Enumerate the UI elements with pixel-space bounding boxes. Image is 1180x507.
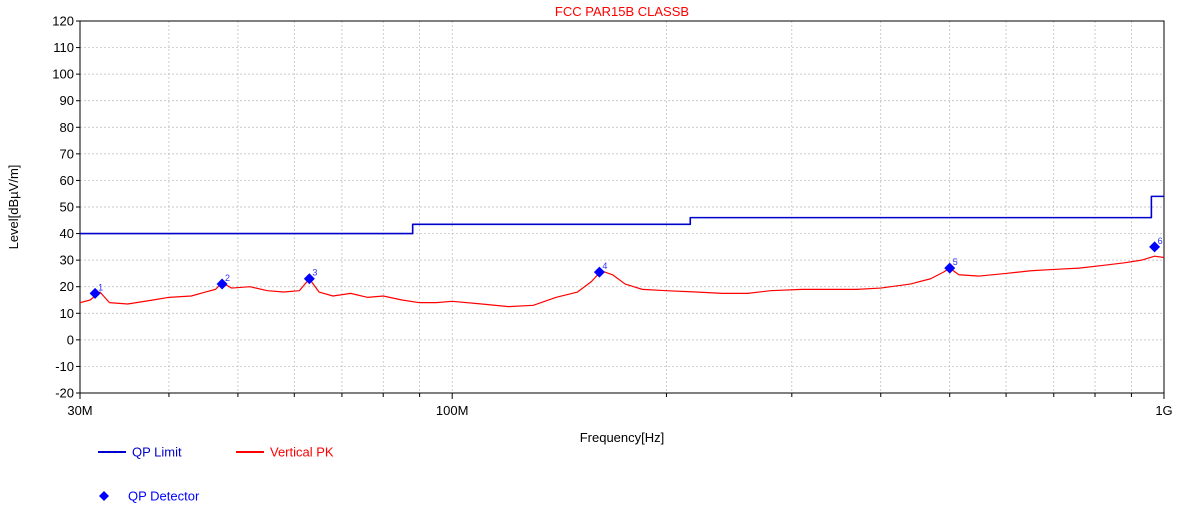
qp-detector-marker-label: 3	[312, 268, 317, 278]
y-tick-label: 100	[52, 67, 74, 82]
y-tick-label: 0	[67, 332, 74, 347]
qp-detector-marker-label: 2	[225, 273, 230, 283]
y-tick-label: -10	[55, 359, 74, 374]
legend-swatch-diamond	[99, 491, 109, 501]
x-tick-label: 100M	[436, 403, 469, 418]
qp-detector-marker	[303, 273, 315, 285]
x-tick-label: 1G	[1155, 403, 1172, 418]
x-axis-ticks: 30M 100M 1G	[67, 393, 1173, 418]
legend: QP Limit Vertical PK QP Detector	[98, 445, 334, 504]
legend-label: Vertical PK	[270, 445, 334, 460]
y-tick-label: 10	[60, 306, 74, 321]
legend-label: QP Detector	[128, 489, 200, 504]
qp-detector-marker	[944, 262, 956, 274]
qp-detector-marker-label: 1	[98, 282, 103, 292]
y-tick-label: 80	[60, 120, 74, 135]
y-tick-label: 60	[60, 173, 74, 188]
y-tick-label: 40	[60, 226, 74, 241]
y-tick-label: 120	[52, 14, 74, 29]
legend-label: QP Limit	[132, 445, 182, 460]
chart-title: FCC PAR15B CLASSB	[555, 4, 689, 19]
qp-detector-marker	[89, 287, 101, 299]
y-tick-label: 20	[60, 279, 74, 294]
vertical-pk-line	[79, 255, 1165, 308]
qp-detector-marker-label: 5	[953, 257, 958, 267]
qp-detector-marker	[216, 278, 228, 290]
x-axis-label: Frequency[Hz]	[580, 430, 665, 445]
qp-detector-markers: 1 2 3 4 5 6	[89, 236, 1163, 299]
grid-lines	[79, 20, 1165, 394]
y-axis-label: Level[dBµV/m]	[6, 165, 21, 250]
qp-detector-marker	[593, 266, 605, 278]
y-tick-label: 30	[60, 253, 74, 268]
y-tick-label: 110	[53, 40, 74, 55]
y-tick-label: 50	[60, 200, 74, 215]
y-tick-label: -20	[55, 386, 74, 401]
qp-detector-marker	[1149, 241, 1161, 253]
x-tick-label: 30M	[67, 403, 92, 418]
y-tick-label: 90	[60, 93, 74, 108]
y-tick-label: 70	[60, 146, 74, 161]
qp-detector-marker-label: 6	[1158, 236, 1163, 246]
qp-limit-line	[80, 195, 1164, 235]
qp-detector-marker-label: 4	[602, 261, 607, 271]
y-axis-ticks: -20 -10 0 10 20 30 40 50 60 70 80 90 100 110 120	[52, 14, 80, 401]
